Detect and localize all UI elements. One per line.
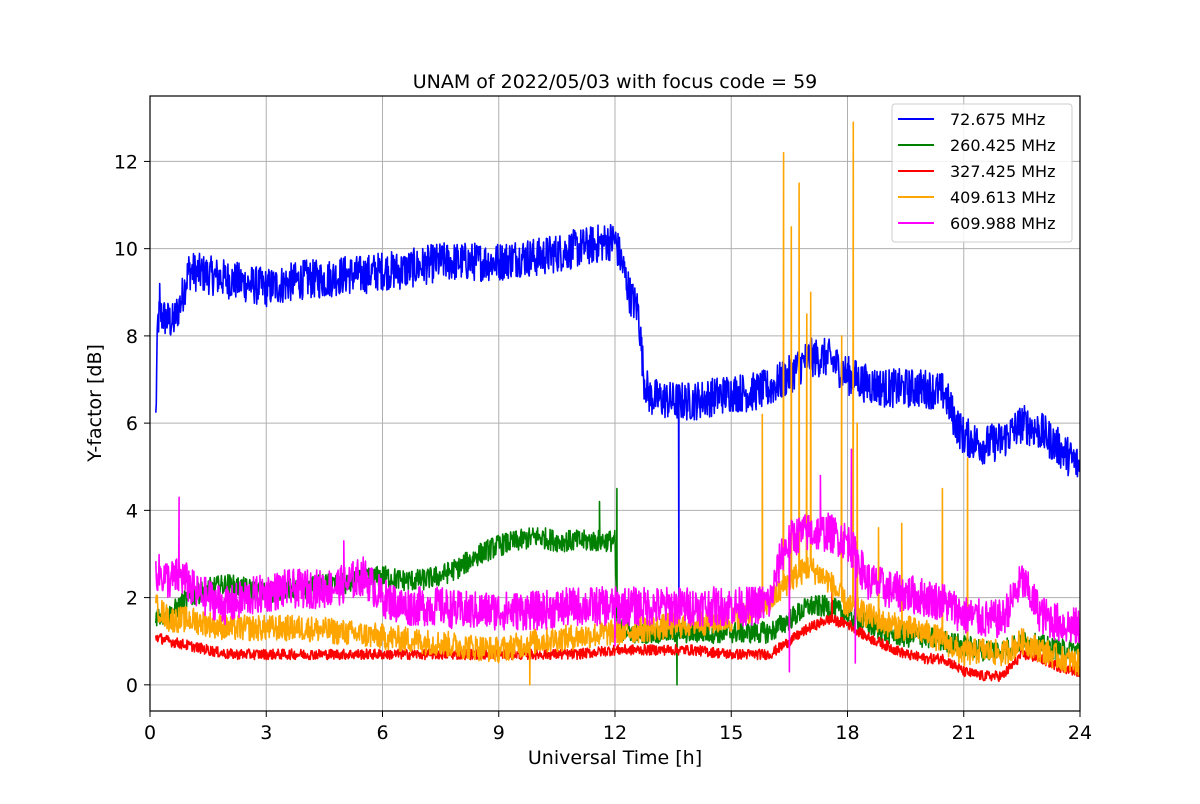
series-line-2 bbox=[155, 588, 1080, 683]
series-line-4 bbox=[155, 448, 1080, 673]
x-tick-label: 3 bbox=[260, 722, 272, 744]
x-tick-label: 9 bbox=[493, 722, 505, 744]
legend-entry: 260.425 MHz bbox=[950, 136, 1055, 155]
series-line-3 bbox=[155, 121, 1080, 686]
y-axis-label: Y-factor [dB] bbox=[84, 344, 106, 463]
y-axis: 0 2 4 6 8 10 12 bbox=[114, 151, 150, 697]
x-axis-label: Universal Time [h] bbox=[528, 747, 702, 769]
y-tick-label: 6 bbox=[126, 413, 138, 435]
x-tick-label: 24 bbox=[1068, 722, 1092, 744]
x-tick-label: 18 bbox=[835, 722, 859, 744]
chart-title: UNAM of 2022/05/03 with focus code = 59 bbox=[413, 71, 818, 93]
x-tick-label: 15 bbox=[719, 722, 743, 744]
y-tick-label: 10 bbox=[114, 239, 138, 261]
legend-entry: 327.425 MHz bbox=[950, 162, 1055, 181]
legend-entry: 409.613 MHz bbox=[950, 188, 1055, 207]
x-tick-label: 6 bbox=[376, 722, 388, 744]
y-tick-label: 0 bbox=[126, 675, 138, 697]
x-axis: 0 3 6 9 12 15 18 21 24 bbox=[144, 711, 1092, 744]
x-tick-label: 21 bbox=[952, 722, 976, 744]
y-tick-label: 4 bbox=[126, 500, 138, 522]
series-line-0 bbox=[155, 223, 1080, 603]
x-tick-label: 12 bbox=[603, 722, 627, 744]
x-tick-label: 0 bbox=[144, 722, 156, 744]
y-tick-label: 2 bbox=[126, 588, 138, 610]
legend-frame bbox=[891, 103, 1073, 243]
y-tick-label: 12 bbox=[114, 151, 138, 173]
legend-entry: 609.988 MHz bbox=[950, 214, 1055, 233]
legend: 72.675 MHz 260.425 MHz 327.425 MHz 409.613 … bbox=[891, 103, 1073, 243]
series-layer bbox=[155, 121, 1080, 686]
legend-entry: 72.675 MHz bbox=[950, 110, 1045, 129]
y-tick-label: 8 bbox=[126, 326, 138, 348]
